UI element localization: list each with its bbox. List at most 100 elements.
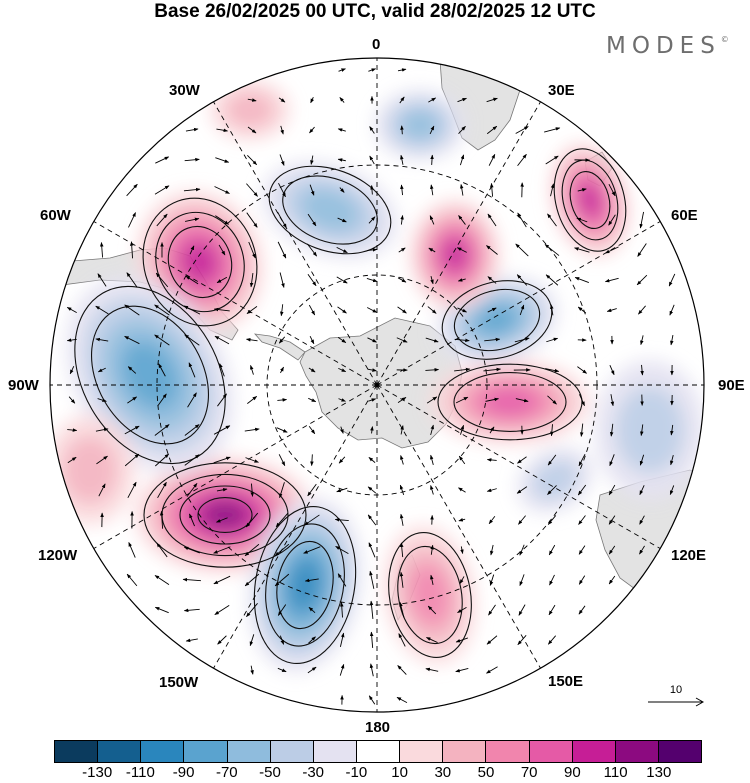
wind-arrow [339, 663, 345, 676]
wind-arrow [457, 307, 467, 313]
map-border [49, 57, 705, 713]
wind-arrow [279, 154, 285, 166]
anomaly-positive-south-pacific [203, 500, 247, 530]
wind-arrow [183, 608, 200, 613]
wind-arrow [368, 542, 376, 558]
wind-arrow [156, 213, 168, 227]
wind-arrow [486, 125, 498, 135]
wind-arrow [458, 126, 466, 134]
wind-arrow [397, 306, 407, 314]
colorbar-swatch [184, 741, 228, 762]
anomaly-positive-indian-ocean [482, 387, 538, 417]
wind-arrow [183, 546, 200, 554]
wind-arrow [670, 455, 674, 466]
wind-arrow [367, 248, 378, 252]
wind-arrow [337, 337, 347, 343]
wind-arrow [459, 183, 464, 196]
wind-arrow [397, 397, 407, 403]
wind-arrow [95, 427, 109, 432]
wind-arrow [609, 423, 614, 437]
lon-label-150w: 150W [159, 674, 199, 691]
wind-arrow [640, 335, 644, 346]
wind-arrow [95, 305, 109, 315]
wind-arrow [154, 575, 170, 585]
wind-arrow [425, 337, 439, 343]
wind-arrow [248, 241, 256, 259]
wind-arrow [68, 396, 76, 404]
wind-arrow [368, 68, 377, 72]
wind-arrow [184, 424, 200, 436]
wind-arrow [310, 454, 314, 467]
wind-arrow [546, 337, 559, 343]
wind-arrow [157, 481, 167, 499]
wind-arrow [308, 367, 316, 373]
wind-arrow [189, 245, 195, 255]
colorbar [54, 740, 702, 763]
wind-arrow [213, 546, 231, 554]
meridian-line [376, 219, 664, 386]
wind-arrow [277, 241, 287, 259]
wind-arrow [277, 211, 287, 229]
colorbar-swatch [313, 741, 357, 762]
wind-arrow [334, 517, 349, 522]
wind-arrow [457, 97, 467, 103]
wind-arrow [307, 483, 317, 497]
wind-arrow [609, 454, 615, 467]
wind-arrow [367, 337, 377, 343]
wind-arrow [278, 454, 286, 467]
wind-arrow [127, 481, 137, 499]
wind-arrow [399, 513, 404, 526]
reference-arrow-icon [648, 697, 705, 707]
wind-arrow [519, 544, 525, 556]
wind-arrow [307, 213, 317, 227]
contour-line [167, 225, 233, 299]
wind-arrow [69, 365, 75, 375]
wind-arrow [368, 457, 376, 463]
wind-arrow [549, 574, 555, 586]
wind-arrow [339, 97, 345, 103]
colorbar-swatch [141, 741, 185, 762]
wind-arrow [457, 278, 466, 282]
wind-arrow [216, 128, 229, 133]
contour-line [143, 462, 307, 568]
wind-arrow [127, 366, 137, 374]
wind-arrow [369, 600, 374, 619]
wind-arrow [245, 512, 259, 528]
wind-arrow [217, 393, 227, 407]
wind-arrow [608, 183, 616, 197]
wind-arrow [578, 575, 586, 585]
wind-arrow [487, 213, 497, 227]
wind-arrow [369, 570, 375, 589]
wind-arrow [185, 127, 199, 132]
wind-arrow [489, 426, 495, 434]
wind-arrow [639, 515, 645, 525]
wind-arrow [429, 125, 435, 135]
wind-arrow [368, 695, 376, 705]
wind-arrow [127, 396, 138, 404]
wind-arrow [609, 365, 615, 376]
wind-arrow [66, 338, 77, 342]
wind-arrow [400, 425, 404, 435]
contour-line [142, 197, 258, 327]
wind-arrow [215, 157, 230, 163]
colorbar-tick-label: -30 [302, 764, 325, 781]
wind-arrow [670, 334, 674, 346]
meridian-line [376, 384, 543, 672]
wind-arrow [400, 184, 404, 196]
colorbar-tick-label: -50 [259, 764, 281, 781]
wind-arrow [310, 96, 315, 104]
wind-arrow [608, 484, 616, 496]
reference-vector: 10 [646, 684, 706, 708]
lon-label-60e: 60E [671, 207, 698, 224]
contour-line [265, 523, 345, 647]
wind-arrow [454, 338, 470, 343]
colorbar-tick-label: 110 [603, 764, 628, 781]
wind-arrow [96, 455, 108, 465]
wind-arrow [124, 335, 140, 345]
wind-arrow [486, 458, 497, 462]
wind-arrow [454, 367, 471, 372]
wind-arrow [97, 398, 107, 402]
wind-arrow [486, 245, 498, 255]
wind-arrow [458, 518, 466, 522]
wind-arrow [275, 512, 289, 528]
